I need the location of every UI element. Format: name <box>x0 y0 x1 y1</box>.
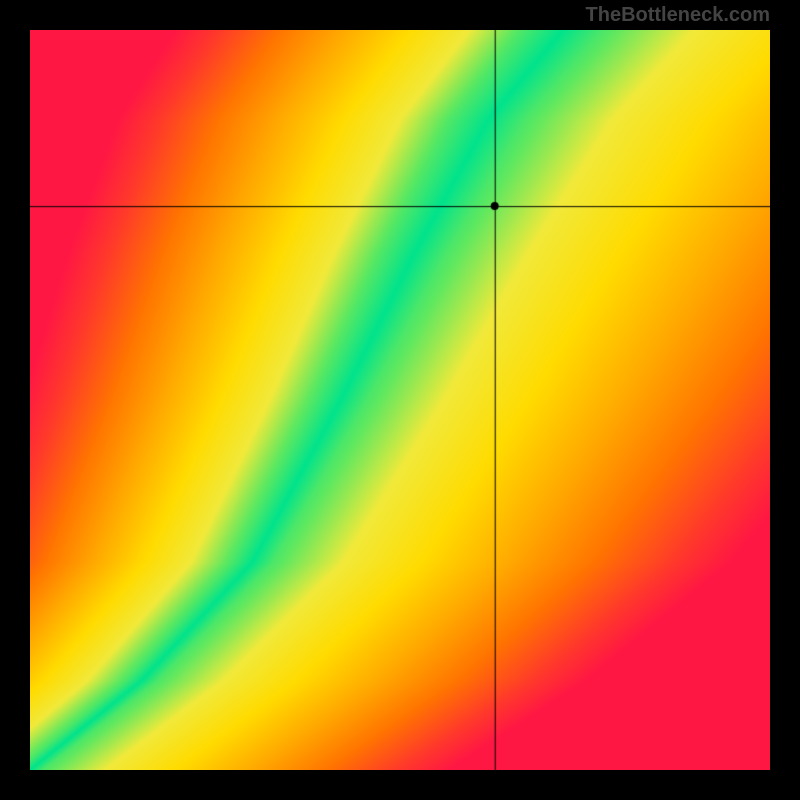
heatmap-chart <box>30 30 770 770</box>
crosshair-overlay <box>30 30 770 770</box>
watermark-text: TheBottleneck.com <box>586 4 770 27</box>
